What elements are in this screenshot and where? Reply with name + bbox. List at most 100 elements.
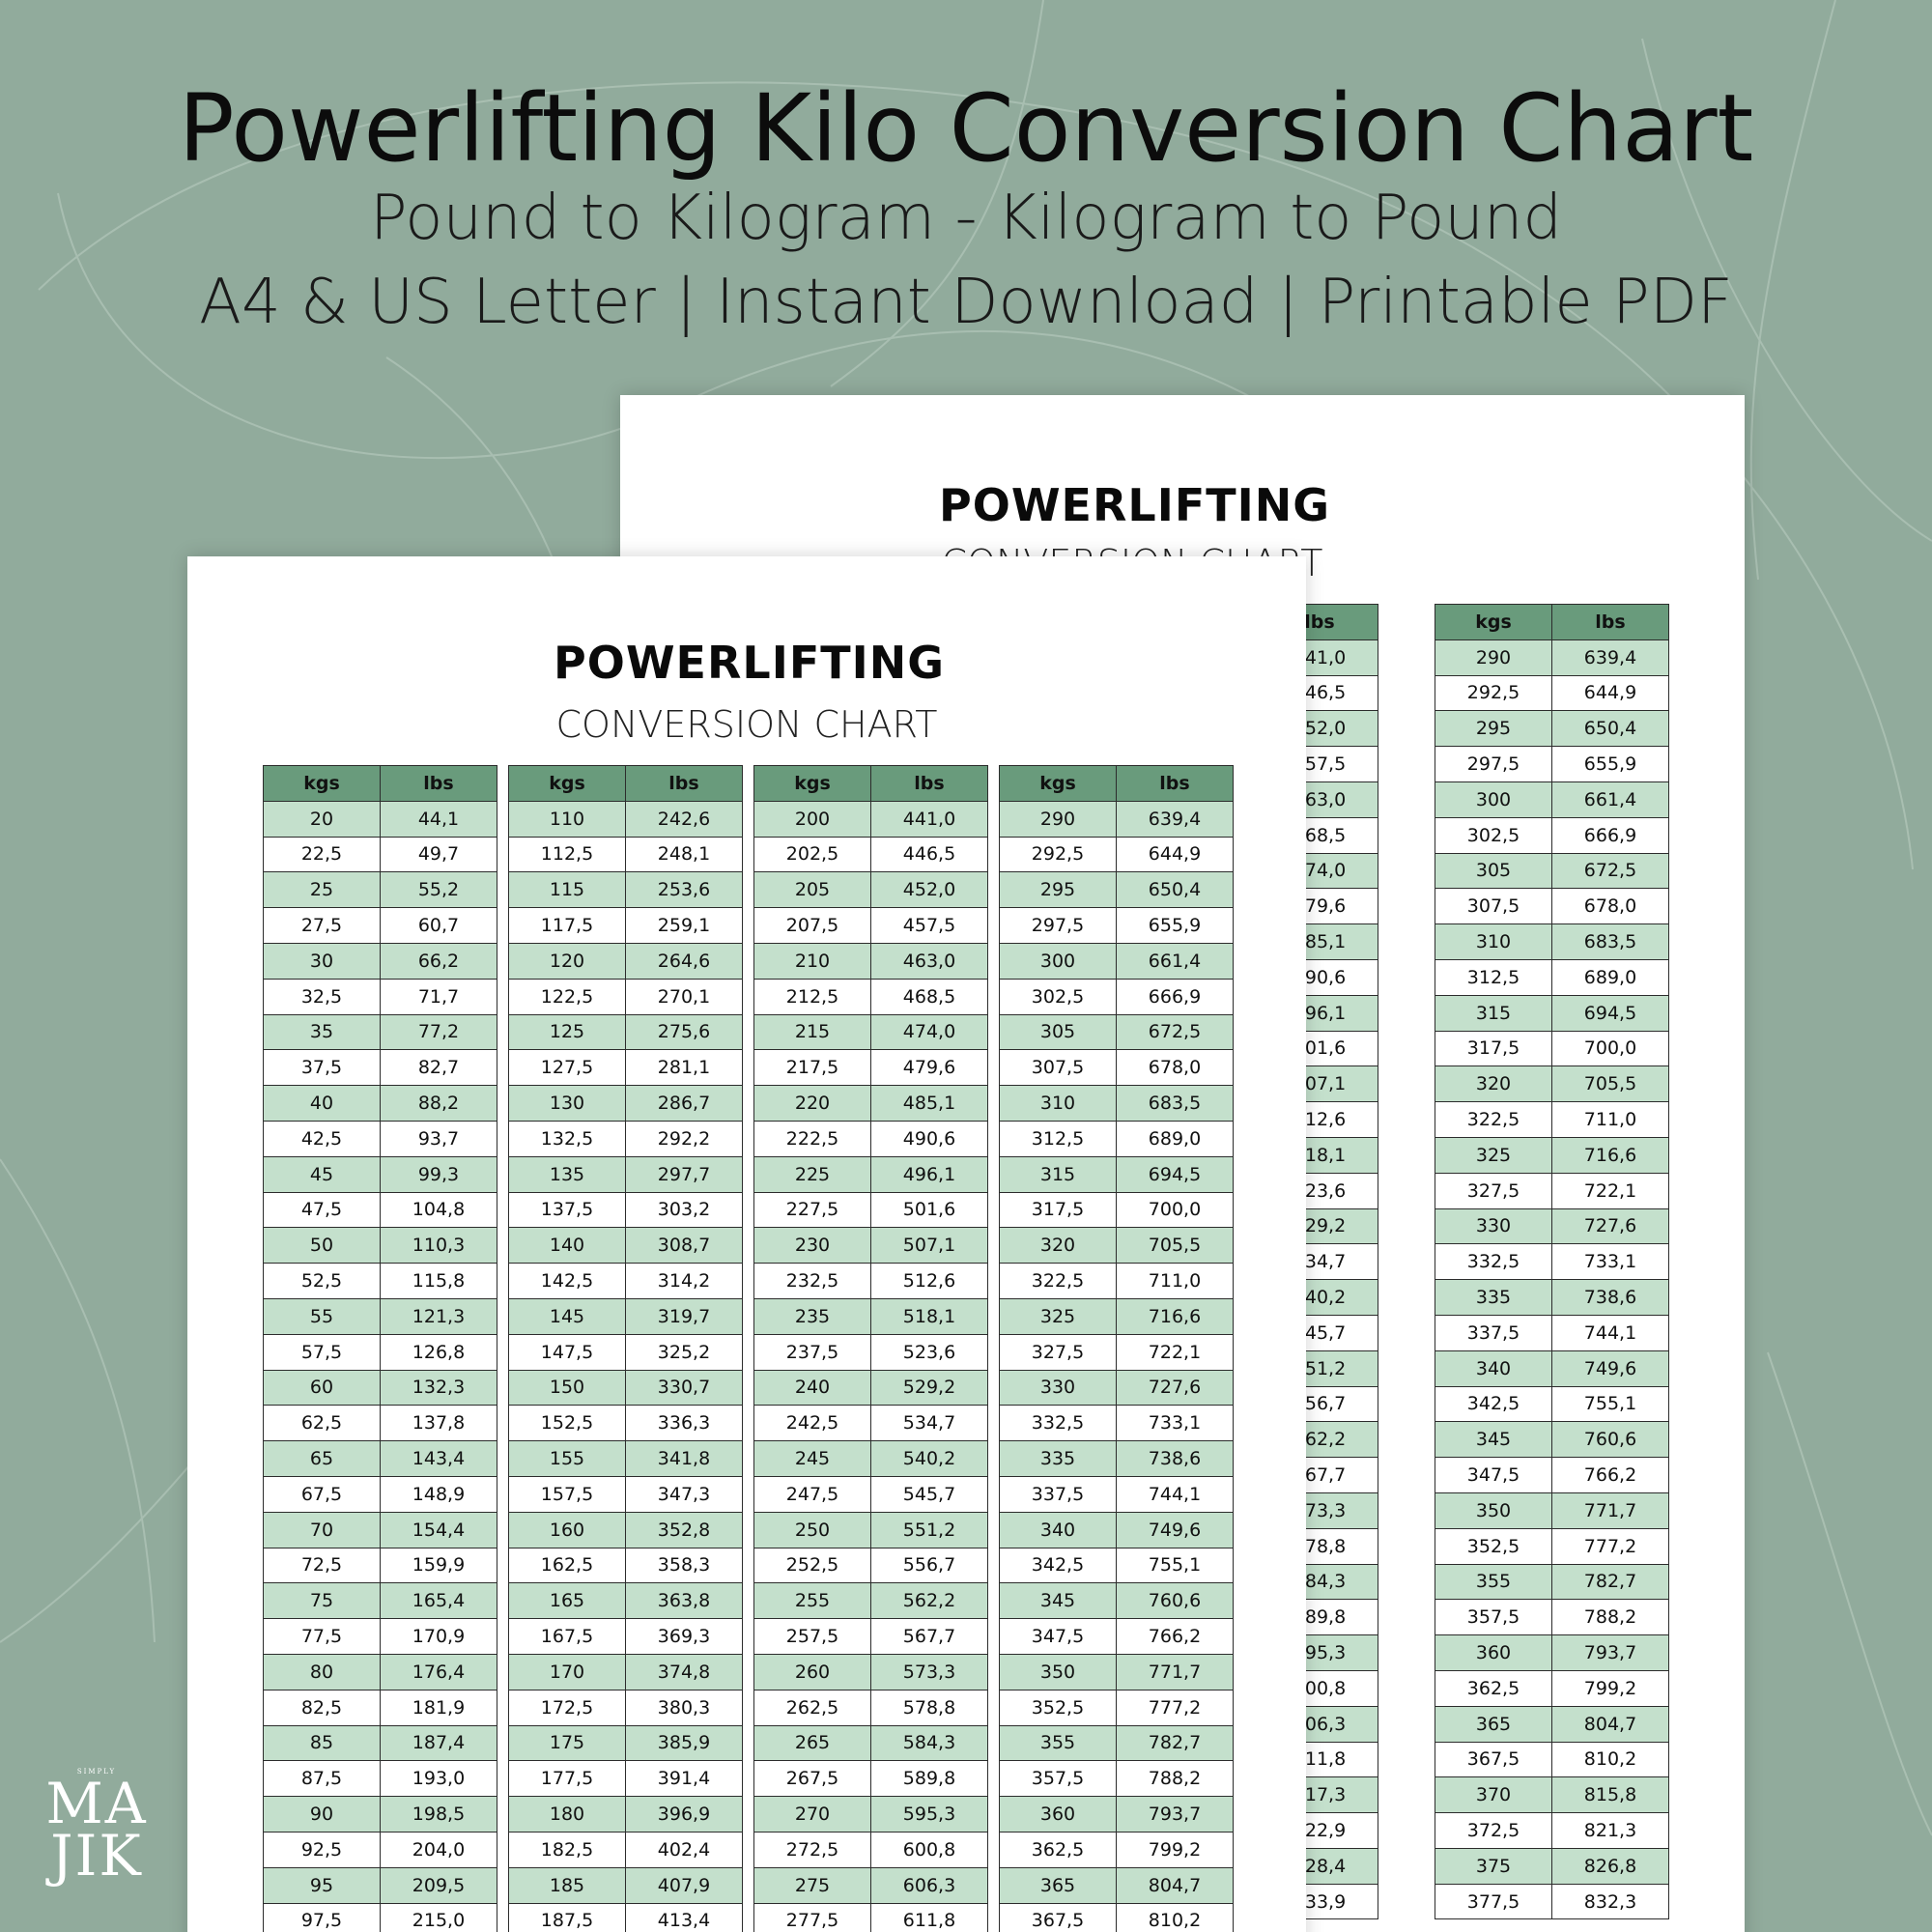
table-row: 35 77,2	[263, 1013, 497, 1051]
kg-value: 307,5	[999, 1049, 1117, 1087]
lb-value: 391,4	[625, 1760, 743, 1798]
kg-value: 257,5	[753, 1618, 871, 1655]
table-row: 180 396,9	[508, 1796, 743, 1833]
kg-value: 237,5	[753, 1333, 871, 1371]
lb-value: 716,6	[1551, 1136, 1669, 1174]
lb-value: 523,6	[870, 1333, 988, 1371]
lb-value: 126,8	[380, 1333, 497, 1371]
kg-value: 307,5	[1435, 888, 1552, 925]
table-row: 320 705,5	[1435, 1065, 1669, 1103]
lb-value: 733,1	[1551, 1243, 1669, 1281]
kg-value: 220	[753, 1085, 871, 1122]
kg-value: 252,5	[753, 1547, 871, 1584]
lb-value: 672,5	[1551, 852, 1669, 890]
lb-value: 281,1	[625, 1049, 743, 1087]
lb-value: 678,0	[1116, 1049, 1234, 1087]
table-row: 305 672,5	[1435, 852, 1669, 890]
lb-value: 694,5	[1116, 1155, 1234, 1193]
lb-value: 507,1	[870, 1227, 988, 1264]
kg-value: 120	[508, 942, 626, 980]
lb-value: 49,7	[380, 836, 497, 873]
lb-value: 815,8	[1551, 1776, 1669, 1814]
kg-value: 45	[263, 1155, 381, 1193]
back-page-title: POWERLIFTING	[939, 479, 1330, 531]
kg-value: 180	[508, 1796, 626, 1833]
kg-value: 77,5	[263, 1618, 381, 1655]
kg-value: 35	[263, 1013, 381, 1051]
kg-value: 310	[1435, 923, 1552, 960]
lb-value: 705,5	[1116, 1227, 1234, 1264]
lb-value: 352,8	[625, 1511, 743, 1548]
lb-value: 104,8	[380, 1191, 497, 1229]
lb-value: 325,2	[625, 1333, 743, 1371]
kg-value: 290	[1435, 639, 1552, 676]
kg-value: 47,5	[263, 1191, 381, 1229]
kg-value: 292,5	[1435, 674, 1552, 712]
table-row: 350 771,7	[1435, 1492, 1669, 1529]
kg-value: 152,5	[508, 1405, 626, 1442]
lb-value: 44,1	[380, 800, 497, 838]
kg-value: 337,5	[1435, 1314, 1552, 1351]
table-row: 325 716,6	[1435, 1136, 1669, 1174]
table-row: 292,5 644,9	[999, 836, 1234, 873]
kg-value: 295	[999, 871, 1117, 909]
lb-value: 209,5	[380, 1866, 497, 1904]
lb-value: 755,1	[1551, 1385, 1669, 1423]
table-row: 365 804,7	[1435, 1705, 1669, 1743]
lb-value: 518,1	[870, 1297, 988, 1335]
lb-value: 683,5	[1551, 923, 1669, 960]
table-row: 150 330,7	[508, 1369, 743, 1406]
lb-value: 711,0	[1551, 1101, 1669, 1138]
kg-value: 355	[1435, 1563, 1552, 1601]
table-row: 67,5 148,9	[263, 1475, 497, 1513]
table-row: 357,5 788,2	[999, 1760, 1234, 1798]
kg-value: 327,5	[999, 1333, 1117, 1371]
table-row: 342,5 755,1	[1435, 1385, 1669, 1423]
lb-value: 479,6	[870, 1049, 988, 1087]
table-row: 95 209,5	[263, 1866, 497, 1904]
kg-value: 320	[999, 1227, 1117, 1264]
kg-value: 350	[1435, 1492, 1552, 1529]
lb-value: 71,7	[380, 978, 497, 1015]
table-row: 167,5 369,3	[508, 1618, 743, 1655]
kg-value: 202,5	[753, 836, 871, 873]
kg-value: 245	[753, 1440, 871, 1477]
table-row: 52,5 115,8	[263, 1263, 497, 1299]
table-row: 30 66,2	[263, 942, 497, 980]
lb-value: 303,2	[625, 1191, 743, 1229]
table-row: 135 297,7	[508, 1155, 743, 1193]
kg-value: 315	[1435, 994, 1552, 1032]
table-row: 145 319,7	[508, 1297, 743, 1335]
lb-value: 385,9	[625, 1724, 743, 1762]
table-row: 297,5 655,9	[999, 907, 1234, 944]
lb-value: 82,7	[380, 1049, 497, 1087]
kg-value: 275	[753, 1866, 871, 1904]
kg-value: 207,5	[753, 907, 871, 944]
table-row: 345 760,6	[999, 1582, 1234, 1620]
table-row: 137,5 303,2	[508, 1191, 743, 1229]
table-row: 310 683,5	[1435, 923, 1669, 960]
kg-value: 52,5	[263, 1263, 381, 1299]
lb-value: 441,0	[870, 800, 988, 838]
lb-value: 650,4	[1116, 871, 1234, 909]
table-row: 172,5 380,3	[508, 1689, 743, 1726]
kg-value: 182,5	[508, 1831, 626, 1868]
lb-value: 159,9	[380, 1547, 497, 1584]
conversion-table: kgs lbs 290 639,4 292,5 644,9 295 650,4 297,5 655…	[1435, 604, 1669, 1920]
kg-value: 327,5	[1435, 1172, 1552, 1209]
kg-value: 320	[1435, 1065, 1552, 1103]
kg-value: 290	[999, 800, 1117, 838]
lb-value: 463,0	[870, 942, 988, 980]
table-row: 322,5 711,0	[1435, 1101, 1669, 1138]
lb-value: 722,1	[1116, 1333, 1234, 1371]
lb-value: 705,5	[1551, 1065, 1669, 1103]
lbs-header: lbs	[1551, 604, 1669, 640]
kg-value: 187,5	[508, 1902, 626, 1932]
kg-value: 312,5	[1435, 958, 1552, 996]
